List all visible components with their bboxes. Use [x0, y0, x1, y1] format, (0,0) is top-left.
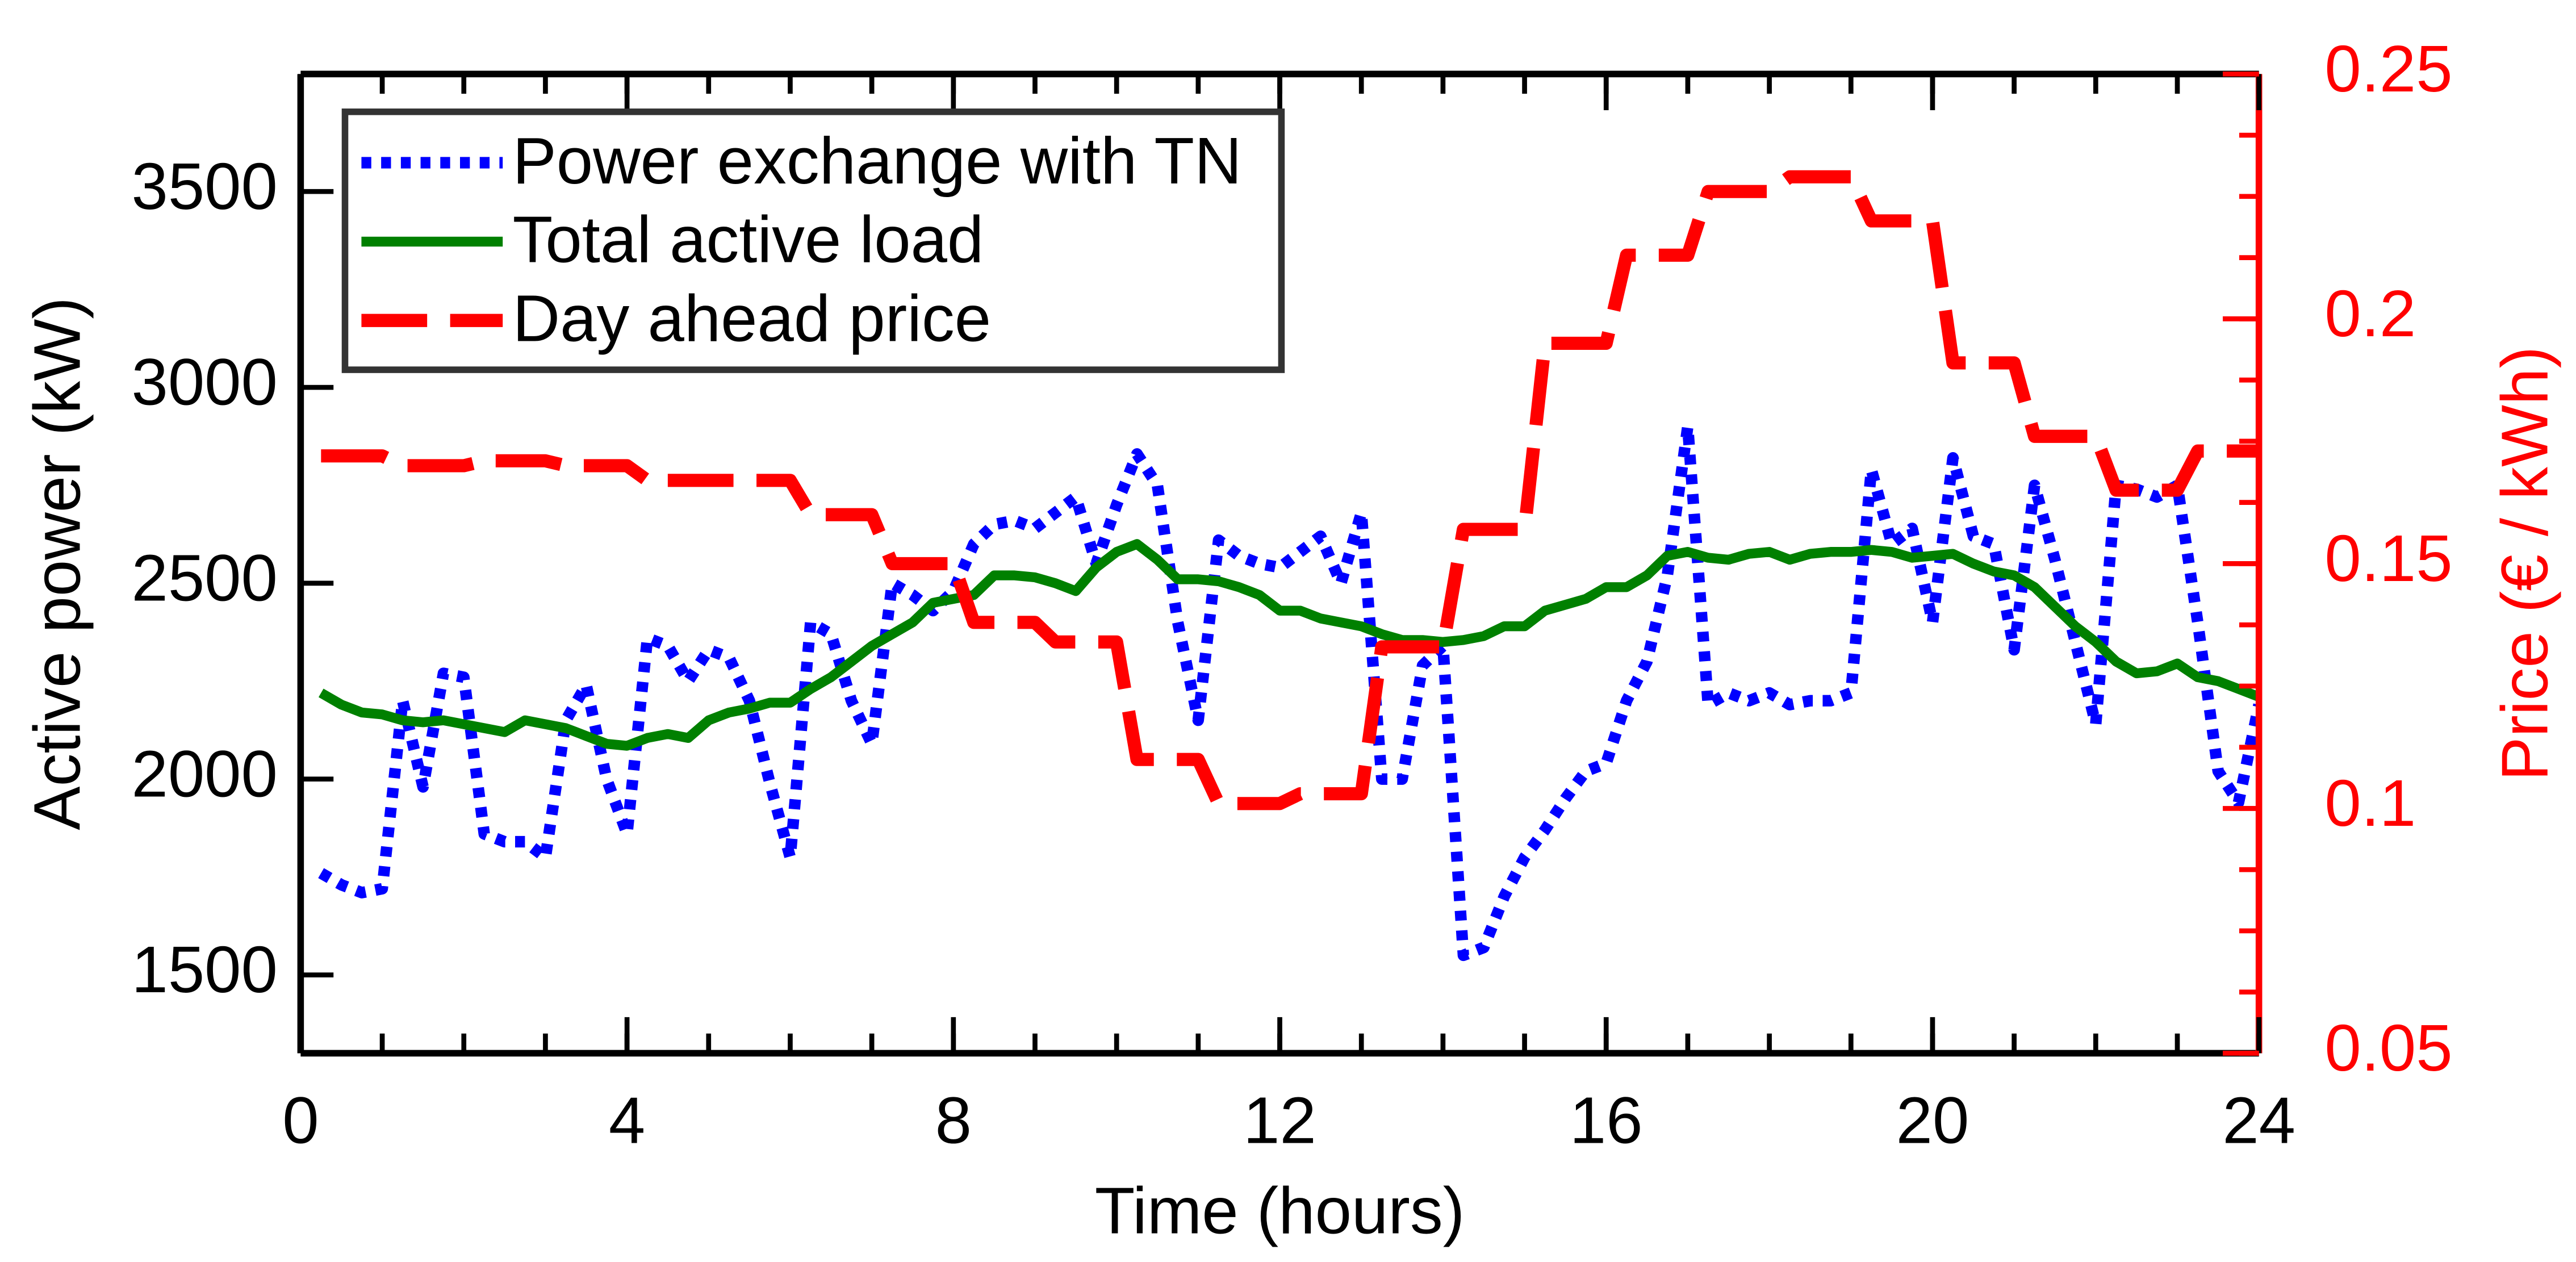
legend-label: Total active load [513, 203, 984, 277]
y2-tick-label: 0.2 [2324, 277, 2416, 350]
y2-tick-label: 0.05 [2324, 1011, 2452, 1085]
x-tick-label: 24 [2222, 1083, 2295, 1157]
data-line [318, 539, 2259, 751]
legend-label: Power exchange with TN [513, 124, 1242, 198]
x-tick-label: 16 [1570, 1083, 1643, 1157]
x-tick-label: 4 [609, 1083, 645, 1157]
y2-axis-label: Price (€ / kWh) [2488, 346, 2562, 781]
data-line [318, 420, 2259, 962]
x-tick-label: 12 [1243, 1083, 1316, 1157]
legend-label: Day ahead price [513, 282, 992, 356]
y-tick-label: 3500 [131, 149, 277, 223]
x-axis-label: Time (hours) [1095, 1173, 1465, 1247]
plot-area [318, 170, 2259, 962]
y2-tick-label: 0.15 [2324, 521, 2452, 595]
y2-tick-label: 0.25 [2324, 32, 2452, 106]
y-tick-label: 2500 [131, 541, 277, 615]
y-tick-label: 3000 [131, 345, 277, 419]
y-axis-label: Active power (kW) [20, 297, 94, 830]
y-tick-label: 2000 [131, 737, 277, 810]
x-tick-label: 0 [282, 1083, 319, 1157]
y-tick-label: 1500 [131, 933, 277, 1006]
data-line [321, 170, 2259, 810]
y2-tick-label: 0.1 [2324, 766, 2416, 840]
x-tick-label: 20 [1896, 1083, 1969, 1157]
x-tick-label: 8 [935, 1083, 972, 1157]
